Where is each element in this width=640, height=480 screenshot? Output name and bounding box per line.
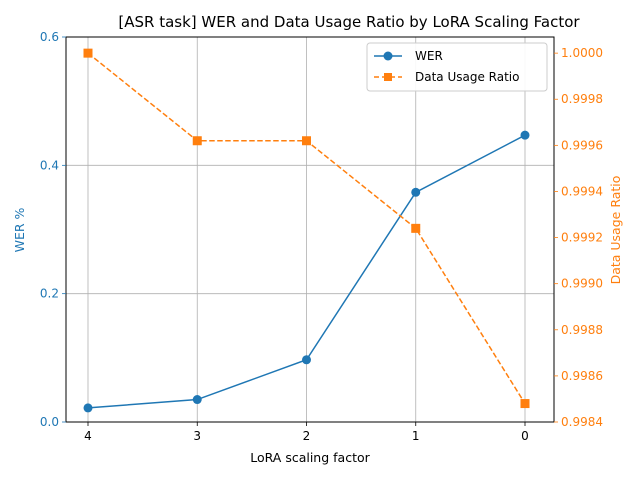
- chart-title: [ASR task] WER and Data Usage Ratio by L…: [118, 13, 580, 31]
- data-usage-ratio-point: [411, 223, 421, 233]
- left-y-tick-label: 0.0: [40, 415, 59, 429]
- wer-point: [83, 403, 93, 413]
- right-y-tick-label: 0.9998: [561, 92, 603, 106]
- right-y-axis-label: Data Usage Ratio: [608, 176, 623, 285]
- x-tick-label: 1: [412, 429, 420, 443]
- data-usage-ratio-point: [192, 136, 202, 146]
- data-usage-ratio-point: [302, 136, 311, 146]
- series-layer: [83, 48, 530, 413]
- data-usage-ratio-point: [520, 399, 530, 409]
- wer-point: [520, 130, 530, 140]
- left-y-axis: 0.0 0.2 0.4 0.6: [40, 30, 66, 429]
- x-tick-label: 2: [303, 429, 311, 443]
- plot-area: [65, 36, 555, 423]
- wer-point: [192, 395, 202, 405]
- right-y-tick-label: 0.9996: [561, 138, 603, 152]
- right-y-tick-label: 0.9994: [561, 184, 603, 198]
- right-y-tick-label: 0.9986: [561, 369, 603, 383]
- legend-box: [366, 42, 548, 92]
- x-tick-label: 0: [521, 429, 529, 443]
- left-y-axis-label: WER %: [12, 207, 27, 252]
- left-y-tick-label: 0.6: [40, 30, 59, 44]
- legend-wer-marker: [383, 51, 393, 61]
- x-tick-label: 4: [84, 429, 92, 443]
- right-y-tick-label: 0.9992: [561, 231, 603, 245]
- legend-data-usage-marker: [384, 73, 392, 81]
- right-y-tick-label: 1.0000: [561, 46, 603, 60]
- data-usage-ratio-point: [83, 48, 93, 58]
- legend-wer-label: WER: [415, 49, 443, 63]
- x-axis-label: LoRA scaling factor: [250, 450, 370, 465]
- left-y-tick-label: 0.2: [40, 287, 59, 301]
- legend-data-usage-label: Data Usage Ratio: [415, 70, 519, 84]
- left-y-tick-label: 0.4: [40, 158, 59, 172]
- right-y-tick-label: 0.9984: [561, 415, 603, 429]
- x-tick-label: 3: [193, 429, 201, 443]
- wer-point: [302, 355, 311, 365]
- legend: WER Data Usage Ratio: [366, 42, 548, 92]
- x-axis: 4 3 2 1 0: [84, 422, 529, 443]
- right-y-tick-label: 0.9990: [561, 277, 603, 291]
- wer-point: [411, 187, 421, 197]
- right-y-tick-label: 0.9988: [561, 323, 603, 337]
- right-y-axis: 0.9984 0.9986 0.9988 0.9990 0.9992 0.9994 0.99…: [554, 46, 603, 429]
